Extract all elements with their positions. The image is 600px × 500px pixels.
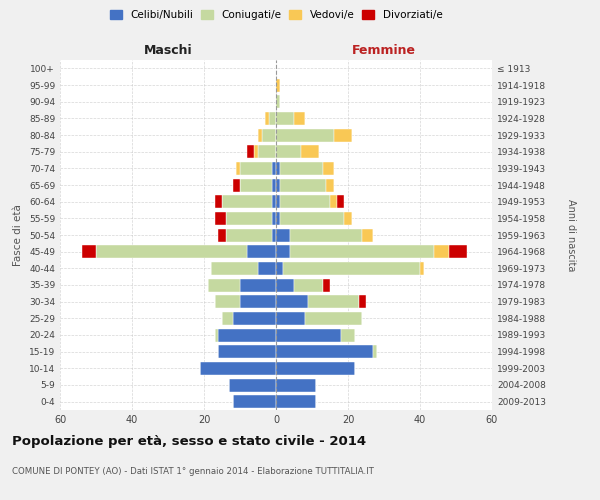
Bar [276,362,355,375]
Bar [276,245,290,258]
Bar [290,245,434,258]
Bar [208,278,240,291]
Bar [215,328,218,342]
Legend: Celibi/Nubili, Coniugati/e, Vedovi/e, Divorziati/e: Celibi/Nubili, Coniugati/e, Vedovi/e, Di… [107,8,445,22]
Bar [294,112,305,125]
Bar [222,195,272,208]
Bar [215,295,240,308]
Text: Femmine: Femmine [352,44,416,57]
Bar [334,128,352,141]
Bar [272,195,276,208]
Bar [82,245,96,258]
Bar [323,162,334,175]
Text: Maschi: Maschi [143,44,193,57]
Bar [276,95,280,108]
Bar [276,145,301,158]
Bar [276,78,280,92]
Bar [434,245,449,258]
Bar [280,195,330,208]
Bar [301,145,319,158]
Bar [330,195,337,208]
Bar [226,228,272,241]
Bar [258,145,276,158]
Bar [233,312,276,325]
Bar [211,262,258,275]
Bar [262,128,276,141]
Bar [272,162,276,175]
Bar [215,195,222,208]
Bar [276,228,290,241]
Bar [283,262,420,275]
Bar [276,212,280,225]
Bar [226,212,272,225]
Bar [359,295,366,308]
Bar [218,345,276,358]
Y-axis label: Anni di nascita: Anni di nascita [566,199,575,271]
Bar [276,345,373,358]
Bar [222,312,233,325]
Bar [258,128,262,141]
Bar [240,162,272,175]
Bar [276,328,341,342]
Bar [280,162,323,175]
Bar [420,262,424,275]
Bar [276,112,294,125]
Bar [96,245,247,258]
Bar [276,195,280,208]
Text: Popolazione per età, sesso e stato civile - 2014: Popolazione per età, sesso e stato civil… [12,435,366,448]
Bar [341,328,355,342]
Bar [240,295,276,308]
Bar [229,378,276,392]
Bar [233,178,240,192]
Bar [280,178,326,192]
Bar [272,212,276,225]
Bar [294,278,323,291]
Bar [247,245,276,258]
Bar [258,262,276,275]
Bar [269,112,276,125]
Bar [233,395,276,408]
Bar [276,295,308,308]
Y-axis label: Fasce di età: Fasce di età [13,204,23,266]
Bar [276,395,316,408]
Bar [276,128,334,141]
Bar [344,212,352,225]
Bar [276,278,294,291]
Bar [236,162,240,175]
Bar [305,312,362,325]
Bar [276,378,316,392]
Bar [276,178,280,192]
Text: COMUNE DI PONTEY (AO) - Dati ISTAT 1° gennaio 2014 - Elaborazione TUTTITALIA.IT: COMUNE DI PONTEY (AO) - Dati ISTAT 1° ge… [12,468,374,476]
Bar [218,328,276,342]
Bar [215,212,226,225]
Bar [218,228,226,241]
Bar [337,195,344,208]
Bar [280,212,344,225]
Bar [323,278,330,291]
Bar [326,178,334,192]
Bar [200,362,276,375]
Bar [276,312,305,325]
Bar [449,245,467,258]
Bar [276,162,280,175]
Bar [308,295,359,308]
Bar [272,228,276,241]
Bar [290,228,362,241]
Bar [247,145,254,158]
Bar [240,178,272,192]
Bar [276,262,283,275]
Bar [362,228,373,241]
Bar [265,112,269,125]
Bar [254,145,258,158]
Bar [373,345,377,358]
Bar [272,178,276,192]
Bar [240,278,276,291]
